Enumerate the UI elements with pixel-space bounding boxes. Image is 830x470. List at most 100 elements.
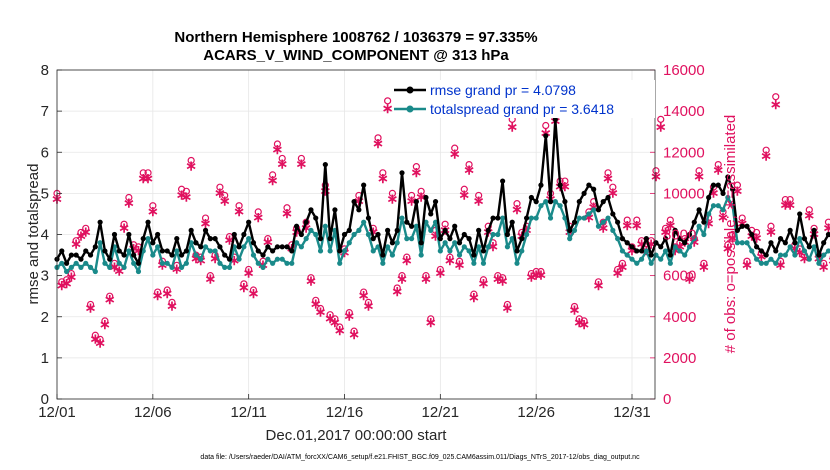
series-point (135, 268, 142, 275)
obs-possible-marker (542, 121, 550, 130)
obs-assimilated-marker: ∗ (348, 326, 360, 342)
series-point (293, 240, 300, 246)
obs-assimilated-marker: ∗ (621, 217, 633, 233)
series-point (413, 199, 419, 205)
series-point (274, 256, 281, 262)
obs-possible-marker (436, 265, 444, 274)
series-point (619, 236, 626, 242)
series-point (773, 260, 779, 266)
obs-assimilated-marker: ∗ (751, 230, 763, 246)
series-point (178, 252, 185, 258)
series-point (471, 252, 477, 258)
y-left-tick-label: 4 (41, 227, 49, 244)
series-point (648, 260, 654, 266)
obs-assimilated-marker: ∗ (823, 219, 830, 235)
series-point (667, 260, 673, 266)
series-point (116, 260, 122, 266)
y-left-tick-label: 5 (41, 185, 49, 202)
series-point (260, 264, 266, 270)
obs-possible-marker (240, 280, 248, 288)
obs-possible-marker (609, 183, 617, 191)
obs-possible-marker (154, 288, 162, 296)
obs-possible-marker (599, 218, 607, 226)
series-point (169, 264, 175, 270)
obs-assimilated-marker: ∗ (147, 203, 159, 219)
series-point (739, 240, 745, 246)
series-point (87, 264, 94, 270)
obs-assimilated-marker: ∗ (171, 260, 183, 276)
series-point (437, 236, 443, 242)
obs-assimilated-marker: ∗ (540, 125, 552, 141)
series-point (528, 215, 534, 221)
obs-possible-marker (786, 195, 794, 204)
series-point (581, 215, 587, 221)
series-point (246, 236, 252, 242)
series-point (394, 227, 400, 233)
series-point (346, 240, 352, 246)
obs-possible-marker (86, 300, 95, 309)
series-point (102, 260, 108, 266)
obs-assimilated-marker: ∗ (190, 250, 202, 266)
series-point (581, 190, 587, 196)
series-point (682, 240, 688, 246)
plot-frame (56, 69, 656, 400)
obs-assimilated-marker: ∗ (727, 230, 739, 246)
obs-possible-marker (752, 228, 761, 237)
series-point (672, 244, 678, 250)
obs-possible-marker (350, 327, 358, 335)
series-point (265, 256, 271, 262)
obs-possible-marker (446, 253, 454, 261)
series-point (121, 252, 127, 258)
obs-assimilated-marker: ∗ (535, 267, 547, 283)
series-point (198, 244, 204, 250)
series-point (452, 240, 458, 246)
series-point (543, 133, 549, 139)
obs-assimilated-marker: ∗ (415, 188, 427, 204)
obs-assimilated-marker: ∗ (123, 195, 135, 211)
obs-possible-marker (283, 204, 291, 212)
obs-possible-marker (479, 276, 488, 284)
obs-possible-marker (96, 335, 104, 343)
series-point (375, 231, 381, 238)
obs-assimilated-marker: ∗ (602, 170, 614, 186)
obs-assimilated-marker: ∗ (655, 119, 667, 135)
series-lines (54, 116, 830, 275)
series-point (150, 240, 156, 246)
series-point (404, 219, 410, 225)
series-point (317, 236, 324, 242)
series-point (385, 244, 391, 250)
series-point (456, 240, 463, 246)
series-point (797, 211, 803, 217)
obs-assimilated-marker: ∗ (684, 271, 696, 287)
series-point (78, 256, 84, 262)
y-right-tick-label: 0 (663, 391, 671, 408)
obs-assimilated-marker: ∗ (732, 182, 744, 198)
obs-possible-marker (206, 272, 214, 280)
series-point (135, 260, 142, 266)
series-point (97, 219, 103, 225)
series-point (777, 252, 784, 258)
series-point (279, 244, 285, 250)
obs-possible-marker (724, 241, 732, 249)
y-axis-left-label: rmse and totalspread (25, 164, 42, 305)
obs-assimilated-marker: ∗ (401, 252, 413, 268)
series-point (423, 194, 429, 201)
obs-possible-marker (441, 220, 449, 228)
series-point (586, 211, 592, 217)
series-point (284, 244, 290, 250)
series-point (691, 219, 697, 225)
series-point (595, 223, 602, 229)
series-point (557, 182, 563, 188)
series-point (811, 227, 817, 233)
series-point (543, 199, 549, 205)
series-point (442, 240, 448, 246)
series-point (638, 256, 645, 262)
series-point (437, 248, 443, 254)
obs-assimilated-marker: ∗ (708, 184, 720, 200)
series-point (241, 244, 247, 250)
series-point (658, 256, 664, 262)
obs-assimilated-marker: ∗ (813, 250, 825, 266)
obs-possible-marker (72, 237, 80, 245)
series-point (777, 236, 784, 242)
series-point (715, 182, 721, 188)
